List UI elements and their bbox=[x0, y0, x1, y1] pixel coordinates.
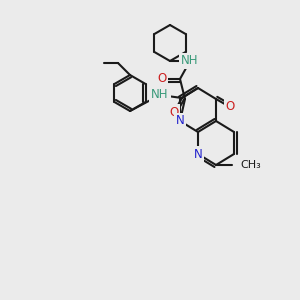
Text: N: N bbox=[176, 115, 184, 128]
Text: O: O bbox=[225, 100, 235, 113]
Text: O: O bbox=[158, 73, 166, 85]
Text: NH: NH bbox=[151, 88, 169, 101]
Text: CH₃: CH₃ bbox=[240, 160, 261, 170]
Text: O: O bbox=[169, 106, 178, 118]
Text: N: N bbox=[194, 148, 202, 160]
Text: NH: NH bbox=[181, 55, 199, 68]
